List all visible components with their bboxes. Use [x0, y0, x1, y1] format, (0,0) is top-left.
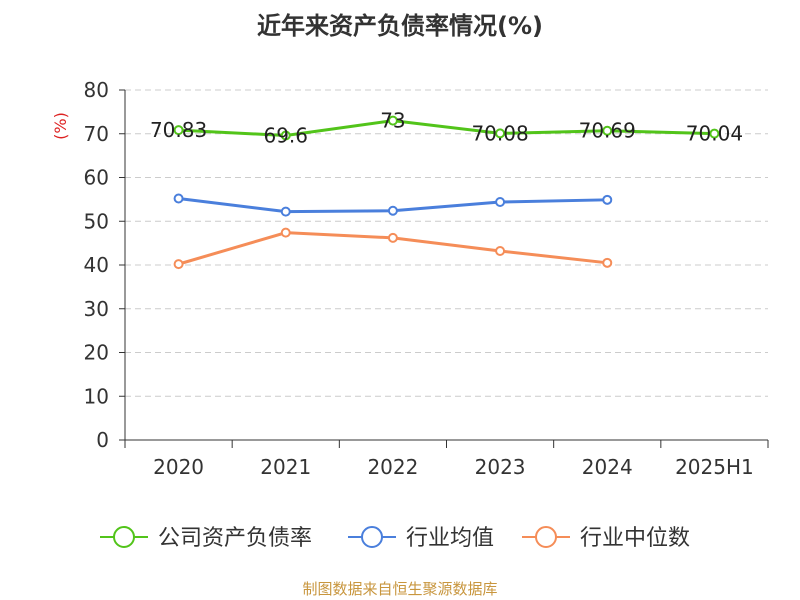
y-tick-label: 50: [84, 209, 109, 233]
y-tick-label: 80: [84, 78, 109, 102]
data-point: [709, 128, 720, 139]
legend-label: 行业均值: [406, 526, 494, 551]
data-point: [280, 130, 291, 141]
data-label: 69.6: [263, 124, 308, 148]
legend-label: 公司资产负债率: [158, 526, 312, 551]
x-tick-label: 2022: [367, 455, 418, 479]
legend-marker: [361, 526, 383, 548]
legend-marker: [113, 526, 135, 548]
x-tick-label: 2020: [153, 455, 204, 479]
x-tick-label: 2021: [260, 455, 311, 479]
x-tick-label: 2024: [582, 455, 633, 479]
y-tick-label: 20: [84, 341, 109, 365]
data-point: [173, 259, 184, 270]
data-point: [495, 246, 506, 256]
data-point: [602, 257, 613, 268]
y-tick-label: 10: [84, 384, 109, 408]
data-label: 70.08: [471, 121, 528, 145]
data-point: [173, 125, 184, 136]
data-point: [495, 128, 506, 139]
data-source-footer: 制图数据来自恒生聚源数据库: [302, 580, 498, 598]
data-label: 70.04: [686, 122, 743, 146]
series-line-1: [178, 119, 715, 138]
data-point: [602, 125, 613, 136]
data-point: [387, 115, 398, 126]
data-label: 73: [380, 109, 405, 133]
data-point: [495, 197, 506, 207]
chart-title: 近年来资产负债率情况(%): [257, 12, 543, 40]
y-tick-label: 30: [84, 297, 109, 321]
legend-marker: [535, 526, 557, 548]
data-point: [387, 205, 398, 216]
y-tick-label: 60: [84, 166, 109, 190]
legend-label: 行业中位数: [580, 526, 690, 551]
data-point: [280, 206, 291, 217]
data-point: [280, 227, 291, 238]
x-tick-label: 2025H1: [675, 455, 754, 479]
data-label: 70.83: [150, 118, 207, 142]
y-axis-label: (%): [51, 112, 70, 140]
x-tick-label: 2023: [475, 455, 526, 479]
y-tick-label: 40: [84, 253, 109, 277]
data-point: [602, 194, 613, 205]
y-tick-label: 0: [96, 428, 109, 452]
y-tick-label: 70: [84, 122, 109, 146]
data-point: [387, 232, 398, 243]
data-label: 70.69: [579, 119, 636, 143]
data-point: [173, 193, 184, 204]
